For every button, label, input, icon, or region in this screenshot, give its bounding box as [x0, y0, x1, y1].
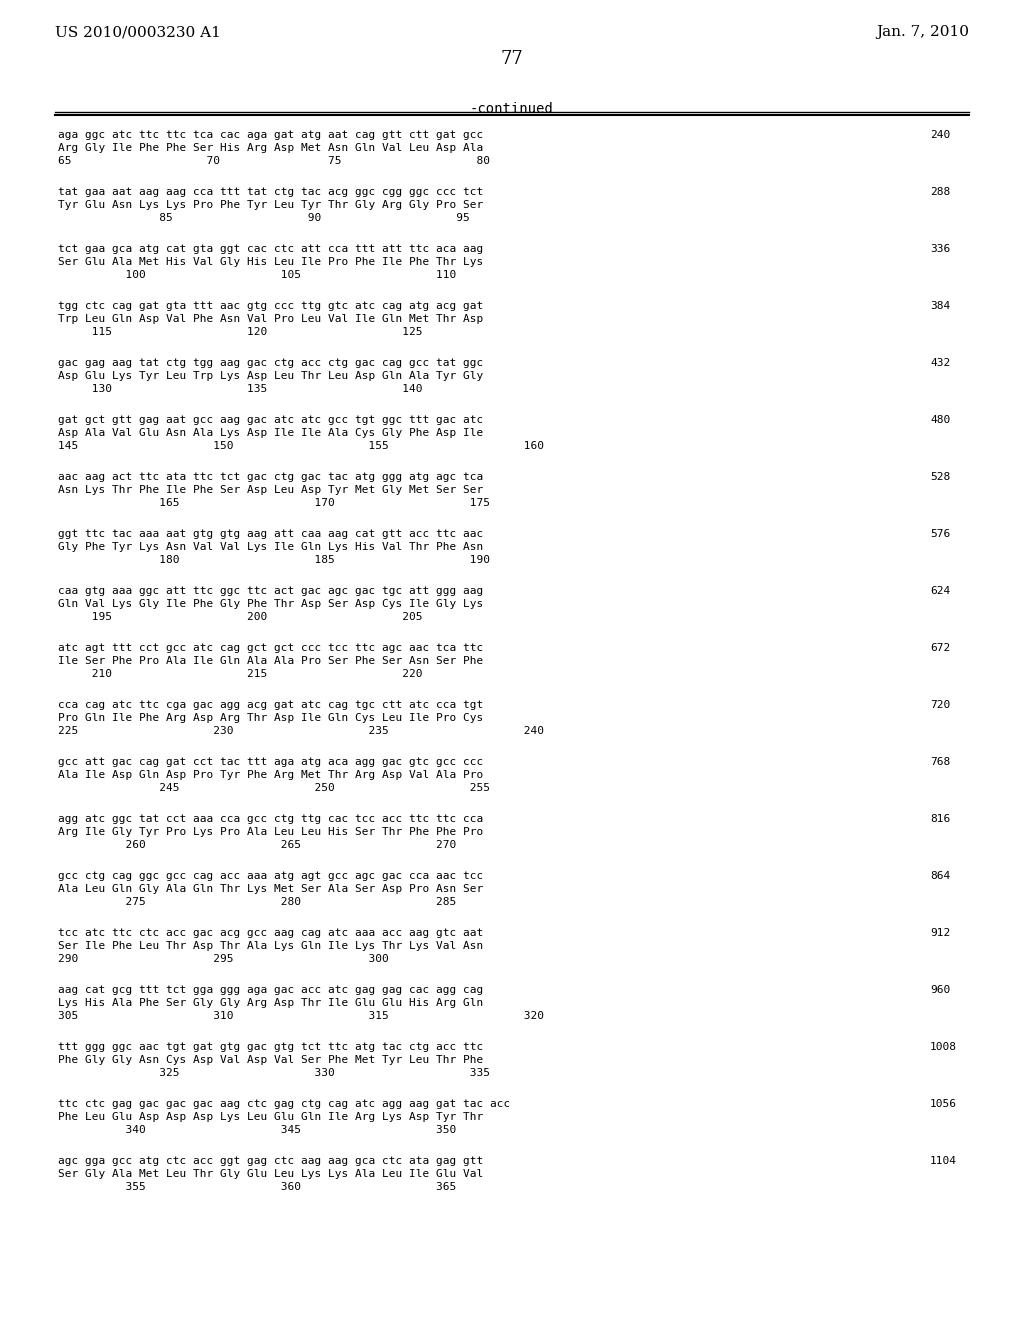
Text: ggt ttc tac aaa aat gtg gtg aag att caa aag cat gtt acc ttc aac: ggt ttc tac aaa aat gtg gtg aag att caa …	[58, 529, 483, 539]
Text: 864: 864	[930, 871, 950, 880]
Text: 960: 960	[930, 985, 950, 995]
Text: 432: 432	[930, 358, 950, 368]
Text: atc agt ttt cct gcc atc cag gct gct ccc tcc ttc agc aac tca ttc: atc agt ttt cct gcc atc cag gct gct ccc …	[58, 643, 483, 653]
Text: ttc ctc gag gac gac gac aag ctc gag ctg cag atc agg aag gat tac acc: ttc ctc gag gac gac gac aag ctc gag ctg …	[58, 1100, 510, 1109]
Text: Gln Val Lys Gly Ile Phe Gly Phe Thr Asp Ser Asp Cys Ile Gly Lys: Gln Val Lys Gly Ile Phe Gly Phe Thr Asp …	[58, 599, 483, 609]
Text: 1104: 1104	[930, 1156, 957, 1166]
Text: 336: 336	[930, 244, 950, 253]
Text: 130                    135                    140: 130 135 140	[58, 384, 423, 393]
Text: 77: 77	[501, 50, 523, 69]
Text: US 2010/0003230 A1: US 2010/0003230 A1	[55, 25, 221, 40]
Text: 288: 288	[930, 187, 950, 197]
Text: 180                    185                    190: 180 185 190	[58, 554, 490, 565]
Text: Ala Leu Gln Gly Ala Gln Thr Lys Met Ser Ala Ser Asp Pro Asn Ser: Ala Leu Gln Gly Ala Gln Thr Lys Met Ser …	[58, 884, 483, 894]
Text: 260                    265                    270: 260 265 270	[58, 840, 457, 850]
Text: Trp Leu Gln Asp Val Phe Asn Val Pro Leu Val Ile Gln Met Thr Asp: Trp Leu Gln Asp Val Phe Asn Val Pro Leu …	[58, 314, 483, 323]
Text: aga ggc atc ttc ttc tca cac aga gat atg aat cag gtt ctt gat gcc: aga ggc atc ttc ttc tca cac aga gat atg …	[58, 129, 483, 140]
Text: 195                    200                    205: 195 200 205	[58, 612, 423, 622]
Text: 768: 768	[930, 756, 950, 767]
Text: ttt ggg ggc aac tgt gat gtg gac gtg tct ttc atg tac ctg acc ttc: ttt ggg ggc aac tgt gat gtg gac gtg tct …	[58, 1041, 483, 1052]
Text: 240: 240	[930, 129, 950, 140]
Text: 165                    170                    175: 165 170 175	[58, 498, 490, 508]
Text: gcc ctg cag ggc gcc cag acc aaa atg agt gcc agc gac cca aac tcc: gcc ctg cag ggc gcc cag acc aaa atg agt …	[58, 871, 483, 880]
Text: 245                    250                    255: 245 250 255	[58, 783, 490, 793]
Text: 1056: 1056	[930, 1100, 957, 1109]
Text: 340                    345                    350: 340 345 350	[58, 1125, 457, 1135]
Text: 816: 816	[930, 814, 950, 824]
Text: 275                    280                    285: 275 280 285	[58, 898, 457, 907]
Text: tat gaa aat aag aag cca ttt tat ctg tac acg ggc cgg ggc ccc tct: tat gaa aat aag aag cca ttt tat ctg tac …	[58, 187, 483, 197]
Text: Asp Ala Val Glu Asn Ala Lys Asp Ile Ile Ala Cys Gly Phe Asp Ile: Asp Ala Val Glu Asn Ala Lys Asp Ile Ile …	[58, 428, 483, 438]
Text: Tyr Glu Asn Lys Lys Pro Phe Tyr Leu Tyr Thr Gly Arg Gly Pro Ser: Tyr Glu Asn Lys Lys Pro Phe Tyr Leu Tyr …	[58, 201, 483, 210]
Text: Phe Gly Gly Asn Cys Asp Val Asp Val Ser Phe Met Tyr Leu Thr Phe: Phe Gly Gly Asn Cys Asp Val Asp Val Ser …	[58, 1055, 483, 1065]
Text: gcc att gac cag gat cct tac ttt aga atg aca agg gac gtc gcc ccc: gcc att gac cag gat cct tac ttt aga atg …	[58, 756, 483, 767]
Text: Ser Gly Ala Met Leu Thr Gly Glu Leu Lys Lys Ala Leu Ile Glu Val: Ser Gly Ala Met Leu Thr Gly Glu Leu Lys …	[58, 1170, 483, 1179]
Text: aac aag act ttc ata ttc tct gac ctg gac tac atg ggg atg agc tca: aac aag act ttc ata ttc tct gac ctg gac …	[58, 473, 483, 482]
Text: Pro Gln Ile Phe Arg Asp Arg Thr Asp Ile Gln Cys Leu Ile Pro Cys: Pro Gln Ile Phe Arg Asp Arg Thr Asp Ile …	[58, 713, 483, 723]
Text: 85                    90                    95: 85 90 95	[58, 213, 470, 223]
Text: Arg Gly Ile Phe Phe Ser His Arg Asp Met Asn Gln Val Leu Asp Ala: Arg Gly Ile Phe Phe Ser His Arg Asp Met …	[58, 143, 483, 153]
Text: 384: 384	[930, 301, 950, 312]
Text: 65                    70                75                    80: 65 70 75 80	[58, 156, 490, 166]
Text: 624: 624	[930, 586, 950, 597]
Text: Ala Ile Asp Gln Asp Pro Tyr Phe Arg Met Thr Arg Asp Val Ala Pro: Ala Ile Asp Gln Asp Pro Tyr Phe Arg Met …	[58, 770, 483, 780]
Text: cca cag atc ttc cga gac agg acg gat atc cag tgc ctt atc cca tgt: cca cag atc ttc cga gac agg acg gat atc …	[58, 700, 483, 710]
Text: 115                    120                    125: 115 120 125	[58, 327, 423, 337]
Text: Ile Ser Phe Pro Ala Ile Gln Ala Ala Pro Ser Phe Ser Asn Ser Phe: Ile Ser Phe Pro Ala Ile Gln Ala Ala Pro …	[58, 656, 483, 667]
Text: 100                    105                    110: 100 105 110	[58, 271, 457, 280]
Text: 528: 528	[930, 473, 950, 482]
Text: 225                    230                    235                    240: 225 230 235 240	[58, 726, 544, 737]
Text: gac gag aag tat ctg tgg aag gac ctg acc ctg gac cag gcc tat ggc: gac gag aag tat ctg tgg aag gac ctg acc …	[58, 358, 483, 368]
Text: agg atc ggc tat cct aaa cca gcc ctg ttg cac tcc acc ttc ttc cca: agg atc ggc tat cct aaa cca gcc ctg ttg …	[58, 814, 483, 824]
Text: gat gct gtt gag aat gcc aag gac atc atc gcc tgt ggc ttt gac atc: gat gct gtt gag aat gcc aag gac atc atc …	[58, 414, 483, 425]
Text: 1008: 1008	[930, 1041, 957, 1052]
Text: 145                    150                    155                    160: 145 150 155 160	[58, 441, 544, 451]
Text: Arg Ile Gly Tyr Pro Lys Pro Ala Leu Leu His Ser Thr Phe Phe Pro: Arg Ile Gly Tyr Pro Lys Pro Ala Leu Leu …	[58, 828, 483, 837]
Text: Asp Glu Lys Tyr Leu Trp Lys Asp Leu Thr Leu Asp Gln Ala Tyr Gly: Asp Glu Lys Tyr Leu Trp Lys Asp Leu Thr …	[58, 371, 483, 381]
Text: 305                    310                    315                    320: 305 310 315 320	[58, 1011, 544, 1020]
Text: 672: 672	[930, 643, 950, 653]
Text: tct gaa gca atg cat gta ggt cac ctc att cca ttt att ttc aca aag: tct gaa gca atg cat gta ggt cac ctc att …	[58, 244, 483, 253]
Text: 576: 576	[930, 529, 950, 539]
Text: 720: 720	[930, 700, 950, 710]
Text: 912: 912	[930, 928, 950, 939]
Text: Lys His Ala Phe Ser Gly Gly Arg Asp Thr Ile Glu Glu His Arg Gln: Lys His Ala Phe Ser Gly Gly Arg Asp Thr …	[58, 998, 483, 1008]
Text: 325                    330                    335: 325 330 335	[58, 1068, 490, 1078]
Text: -continued: -continued	[470, 102, 554, 116]
Text: Ser Ile Phe Leu Thr Asp Thr Ala Lys Gln Ile Lys Thr Lys Val Asn: Ser Ile Phe Leu Thr Asp Thr Ala Lys Gln …	[58, 941, 483, 950]
Text: 290                    295                    300: 290 295 300	[58, 954, 389, 964]
Text: Ser Glu Ala Met His Val Gly His Leu Ile Pro Phe Ile Phe Thr Lys: Ser Glu Ala Met His Val Gly His Leu Ile …	[58, 257, 483, 267]
Text: 480: 480	[930, 414, 950, 425]
Text: 210                    215                    220: 210 215 220	[58, 669, 423, 678]
Text: Asn Lys Thr Phe Ile Phe Ser Asp Leu Asp Tyr Met Gly Met Ser Ser: Asn Lys Thr Phe Ile Phe Ser Asp Leu Asp …	[58, 484, 483, 495]
Text: Jan. 7, 2010: Jan. 7, 2010	[876, 25, 969, 40]
Text: caa gtg aaa ggc att ttc ggc ttc act gac agc gac tgc att ggg aag: caa gtg aaa ggc att ttc ggc ttc act gac …	[58, 586, 483, 597]
Text: Gly Phe Tyr Lys Asn Val Val Lys Ile Gln Lys His Val Thr Phe Asn: Gly Phe Tyr Lys Asn Val Val Lys Ile Gln …	[58, 543, 483, 552]
Text: 355                    360                    365: 355 360 365	[58, 1181, 457, 1192]
Text: tgg ctc cag gat gta ttt aac gtg ccc ttg gtc atc cag atg acg gat: tgg ctc cag gat gta ttt aac gtg ccc ttg …	[58, 301, 483, 312]
Text: aag cat gcg ttt tct gga ggg aga gac acc atc gag gag cac agg cag: aag cat gcg ttt tct gga ggg aga gac acc …	[58, 985, 483, 995]
Text: tcc atc ttc ctc acc gac acg gcc aag cag atc aaa acc aag gtc aat: tcc atc ttc ctc acc gac acg gcc aag cag …	[58, 928, 483, 939]
Text: agc gga gcc atg ctc acc ggt gag ctc aag aag gca ctc ata gag gtt: agc gga gcc atg ctc acc ggt gag ctc aag …	[58, 1156, 483, 1166]
Text: Phe Leu Glu Asp Asp Asp Lys Leu Glu Gln Ile Arg Lys Asp Tyr Thr: Phe Leu Glu Asp Asp Asp Lys Leu Glu Gln …	[58, 1111, 483, 1122]
